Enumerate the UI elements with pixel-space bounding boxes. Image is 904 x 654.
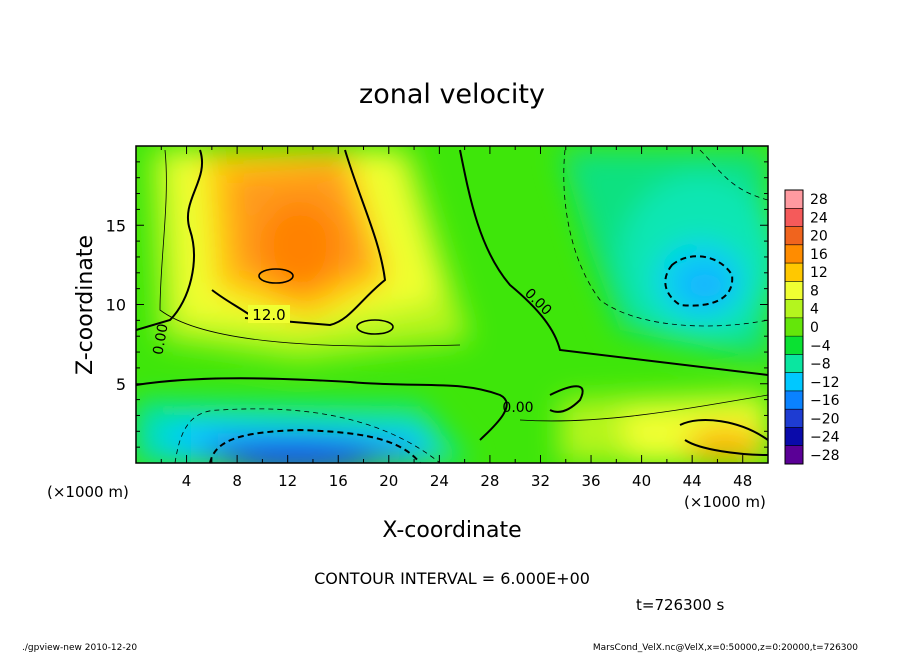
colorbar-swatch	[785, 190, 803, 209]
z-axis-label: Z-coordinate	[73, 235, 98, 375]
colorbar-label: −12	[810, 375, 840, 391]
colorbar-swatch	[785, 226, 803, 246]
contour-label-zero-bottom: 0.00	[502, 400, 533, 416]
colorbar-label: 0	[810, 320, 819, 336]
colorbar-label: −16	[810, 393, 840, 409]
x-tick-label: 8	[232, 472, 242, 490]
contour-interval-note: CONTOUR INTERVAL = 6.000E+00	[314, 569, 590, 588]
colorbar-swatch	[785, 427, 803, 447]
colorbar: 28 24 20 16 12 8 4 0 −4 −8 −12 −16 −20 −24 −28	[784, 189, 840, 465]
x-axis-label: X-coordinate	[382, 518, 521, 543]
x-tick-label: 24	[430, 472, 449, 490]
x-tick-label: 4	[182, 472, 192, 490]
colorbar-label: −8	[810, 357, 831, 373]
colorbar-swatch	[785, 390, 803, 410]
contour-6-bottom-right	[519, 394, 768, 422]
footer-left: ./gpview-new 2010-12-20	[22, 643, 137, 653]
contour-label-zero-left: 0.00	[150, 323, 171, 356]
time-label: t=726300 s	[636, 596, 724, 614]
chart-title: zonal velocity	[359, 79, 545, 110]
contour-neg12-bottom-left	[209, 428, 421, 463]
z-tick-label: 5	[116, 375, 126, 394]
x-axis-unit-left: (×1000 m)	[47, 483, 129, 501]
contour-zero-top	[244, 149, 387, 327]
colorbar-swatch	[785, 372, 803, 392]
colorbar-label: −20	[810, 411, 840, 427]
contour-zero-left	[136, 149, 203, 331]
colorbar-label: 20	[810, 229, 828, 245]
contour-neg6-bottom-left	[174, 408, 441, 463]
colorbar-label: −4	[810, 338, 831, 354]
colorbar-label: −28	[810, 448, 840, 464]
contour-lines	[136, 149, 768, 463]
contour-12-inner	[258, 268, 294, 284]
contour-labels: 12.0 0.00 0.00 0.00	[150, 285, 554, 416]
colorbar-swatch	[785, 263, 803, 282]
x-tick-label: 32	[531, 472, 550, 490]
colorbar-label: 28	[810, 192, 828, 208]
colorbar-swatch	[785, 299, 803, 319]
z-axis-ticks: 5 10 15	[106, 161, 768, 448]
x-tick-label: 28	[480, 472, 499, 490]
colorbar-label: −24	[810, 430, 840, 446]
colorbar-label: 8	[810, 283, 819, 299]
colorbar-label: 16	[810, 247, 828, 263]
contour-neg6-upper-right	[563, 149, 768, 327]
colorbar-swatch	[785, 354, 803, 373]
contour-neg12-upper-right	[664, 255, 734, 307]
colorbar-swatch	[785, 208, 803, 227]
colorbar-swatch	[785, 445, 803, 465]
colorbar-swatch	[785, 244, 803, 264]
contour-zero-middle	[136, 377, 508, 441]
colorbar-swatch	[785, 317, 803, 337]
contour-label-12: 12.0	[252, 306, 285, 324]
contour-12-small	[356, 319, 394, 335]
plot-area: 12.0 0.00 0.00 0.00	[136, 146, 768, 463]
x-tick-label: 20	[379, 472, 398, 490]
x-tick-label: 40	[632, 472, 651, 490]
contour-zero-bottom	[549, 385, 584, 413]
x-tick-label: 16	[329, 472, 348, 490]
contour-6-left	[159, 149, 461, 347]
x-tick-label: 36	[581, 472, 600, 490]
z-tick-label: 15	[106, 216, 126, 235]
colorbar-label: 12	[810, 265, 828, 281]
colorbar-label: 24	[810, 210, 828, 226]
x-axis-ticks: 4 8 12 16 20 24 28 32 36 40 44 48	[160, 146, 752, 490]
contour-zero-right	[459, 149, 768, 376]
x-tick-label: 44	[683, 472, 702, 490]
colorbar-swatch	[785, 281, 803, 300]
contour-12	[211, 289, 251, 316]
contour-12-bottom-right	[679, 419, 768, 456]
x-tick-label: 12	[278, 472, 297, 490]
footer-right: MarsCond_VelX.nc@VelX,x=0:50000,z=0:2000…	[593, 643, 858, 653]
colorbar-swatch	[785, 336, 803, 355]
z-tick-label: 10	[106, 296, 126, 315]
colorbar-swatch	[785, 409, 803, 428]
x-axis-unit-right: (×1000 m)	[684, 493, 766, 511]
x-tick-label: 48	[733, 472, 752, 490]
colorbar-label: 4	[810, 302, 819, 318]
